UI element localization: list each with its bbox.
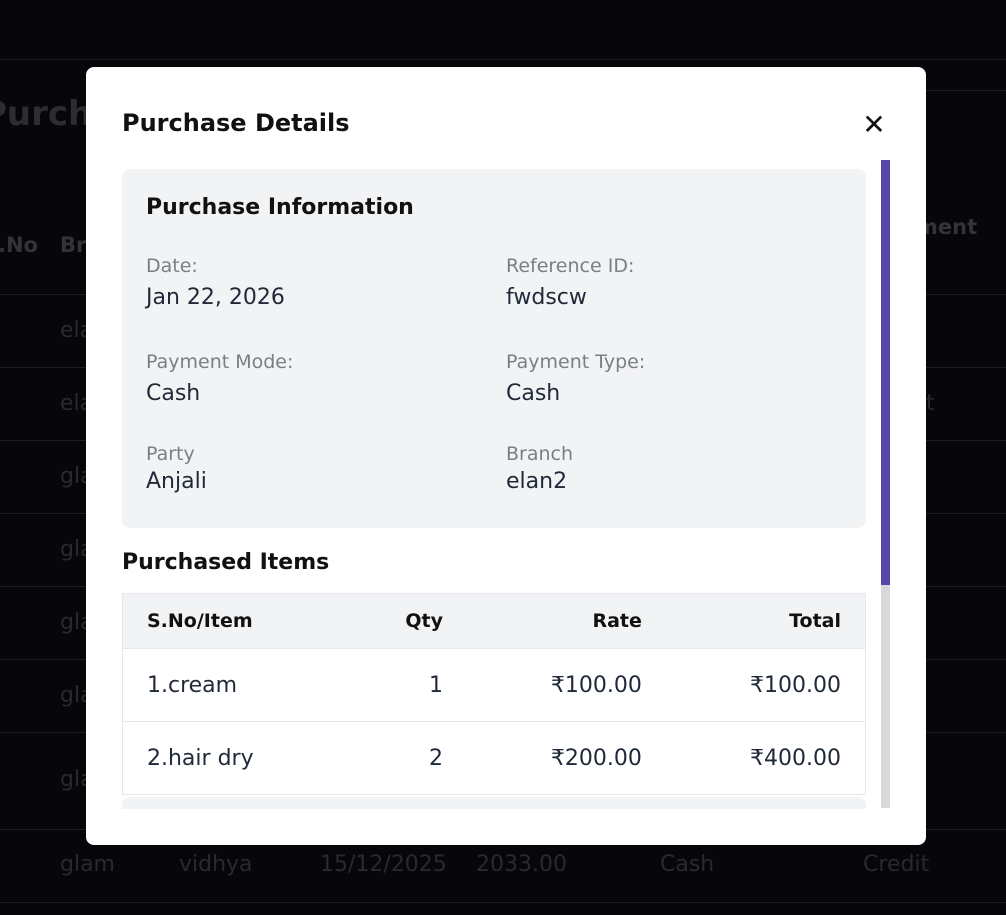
field-payment-type: Payment Type: Cash bbox=[506, 351, 646, 406]
column-header-sno: .No bbox=[0, 233, 38, 257]
column-header: Qty bbox=[344, 593, 467, 649]
purchase-information-card: Purchase Information Date: Jan 22, 2026 R… bbox=[122, 169, 866, 528]
modal-title: Purchase Details bbox=[122, 109, 350, 137]
field-payment-mode: Payment Mode: Cash bbox=[146, 351, 294, 406]
modal-scroll-area[interactable]: Purchase Information Date: Jan 22, 2026 R… bbox=[122, 169, 866, 809]
table-cell: glam bbox=[60, 852, 115, 877]
divider bbox=[926, 90, 1006, 91]
item-rate: ₹100.00 bbox=[466, 648, 666, 722]
field-branch: Branch elan2 bbox=[506, 443, 574, 494]
item-name: 2.hair dry bbox=[122, 721, 345, 795]
scrollbar-thumb[interactable] bbox=[881, 160, 890, 585]
column-header: Total bbox=[665, 593, 866, 649]
purchased-items-table: S.No/Item Qty Rate Total 1.cream 1 ₹100.… bbox=[122, 593, 866, 795]
column-header: S.No/Item bbox=[122, 593, 345, 649]
item-qty: 2 bbox=[344, 721, 467, 795]
close-icon[interactable]: ✕ bbox=[862, 108, 886, 141]
divider bbox=[0, 59, 1006, 60]
item-name: 1.cream bbox=[122, 648, 345, 722]
field-date: Date: Jan 22, 2026 bbox=[146, 255, 285, 310]
table-row: 1.cream 1 ₹100.00 ₹100.00 bbox=[122, 648, 866, 722]
field-reference-id: Reference ID: fwdscw bbox=[506, 255, 635, 310]
field-party: Party Anjali bbox=[146, 443, 207, 494]
table-header-row: S.No/Item Qty Rate Total bbox=[122, 593, 866, 649]
purchased-items-heading: Purchased Items bbox=[122, 550, 330, 575]
item-total: ₹100.00 bbox=[665, 648, 866, 722]
table-row: 2.hair dry 2 ₹200.00 ₹400.00 bbox=[122, 721, 866, 795]
table-cell: 2033.00 bbox=[476, 852, 567, 877]
table-cell: Credit bbox=[863, 852, 930, 877]
column-header-payment: ment bbox=[916, 215, 978, 239]
table-cell: t bbox=[926, 391, 935, 416]
summary-card bbox=[122, 797, 866, 809]
item-qty: 1 bbox=[344, 648, 467, 722]
table-cell: Cash bbox=[660, 852, 715, 877]
section-heading: Purchase Information bbox=[146, 195, 414, 220]
item-rate: ₹200.00 bbox=[466, 721, 666, 795]
table-cell: vidhya bbox=[179, 852, 253, 877]
item-total: ₹400.00 bbox=[665, 721, 866, 795]
table-cell: 15/12/2025 bbox=[320, 852, 447, 877]
purchase-details-modal: Purchase Details ✕ Purchase Information … bbox=[86, 67, 926, 845]
column-header: Rate bbox=[466, 593, 666, 649]
scrollbar-track[interactable] bbox=[881, 160, 890, 808]
column-header-branch: Br bbox=[60, 233, 87, 257]
